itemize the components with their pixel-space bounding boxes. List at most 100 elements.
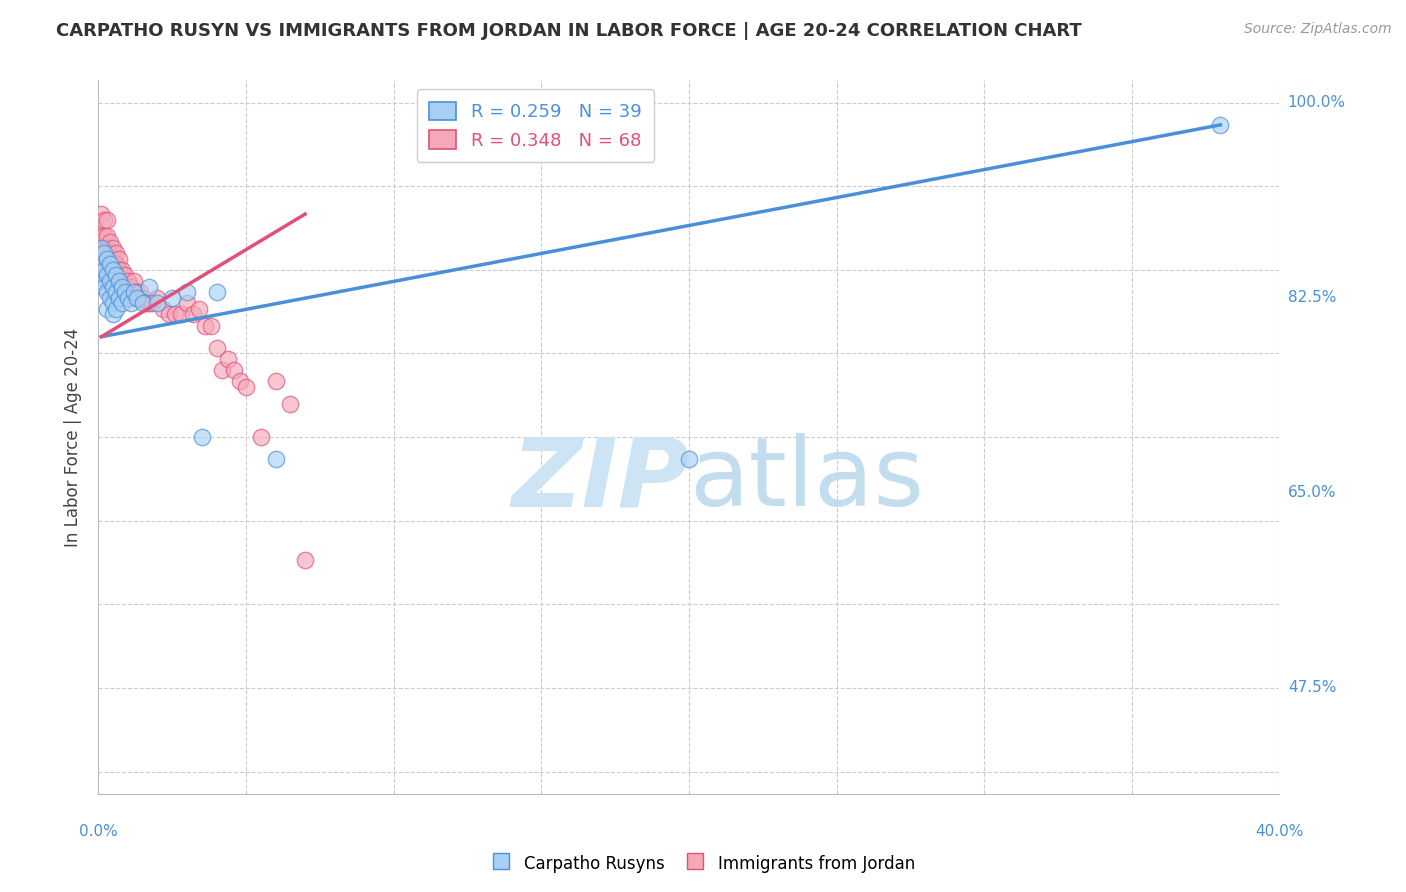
Point (117, 274, 139, 288)
Point (211, 363, 233, 377)
Point (105, 246, 128, 260)
Point (90, 257, 112, 271)
Point (90, 235, 112, 249)
Point (90, 207, 112, 221)
Point (114, 285, 136, 300)
Point (96, 268, 118, 283)
Point (103, 240, 125, 255)
Text: 82.5%: 82.5% (1288, 290, 1336, 305)
Point (103, 252, 125, 266)
Point (108, 291, 131, 305)
Point (176, 296, 198, 310)
Text: 47.5%: 47.5% (1288, 681, 1336, 696)
Point (96, 252, 118, 266)
Point (235, 380, 257, 394)
Point (224, 363, 246, 377)
Point (90, 229, 112, 244)
Point (105, 268, 128, 283)
Point (152, 301, 174, 316)
Point (93, 240, 115, 255)
Point (108, 274, 131, 288)
Point (96, 274, 118, 288)
Point (111, 291, 134, 305)
Point (114, 285, 136, 300)
Text: ZIP: ZIP (510, 434, 689, 526)
Point (181, 307, 204, 321)
Point (170, 307, 193, 321)
Point (108, 252, 131, 266)
Point (105, 301, 128, 316)
Point (98, 235, 121, 249)
Point (98, 268, 121, 283)
Point (96, 240, 118, 255)
Point (125, 285, 148, 300)
Point (117, 291, 139, 305)
Point (103, 296, 125, 310)
Point (205, 285, 228, 300)
Point (264, 375, 287, 389)
Point (138, 279, 160, 293)
Point (98, 291, 121, 305)
Point (108, 262, 131, 277)
Point (294, 553, 316, 567)
Legend: R = 0.259   N = 39, R = 0.348   N = 68: R = 0.259 N = 39, R = 0.348 N = 68 (416, 89, 654, 162)
Point (93, 279, 115, 293)
Point (103, 274, 125, 288)
Point (146, 296, 169, 310)
Point (217, 351, 239, 366)
Point (93, 246, 115, 260)
Point (111, 279, 134, 293)
Point (98, 257, 121, 271)
Text: Source: ZipAtlas.com: Source: ZipAtlas.com (1244, 22, 1392, 37)
Point (96, 229, 118, 244)
Point (678, 452, 700, 467)
Text: CARPATHO RUSYN VS IMMIGRANTS FROM JORDAN IN LABOR FORCE | AGE 20-24 CORRELATION : CARPATHO RUSYN VS IMMIGRANTS FROM JORDAN… (56, 22, 1083, 40)
Point (162, 291, 183, 305)
Point (103, 285, 125, 300)
Point (103, 262, 125, 277)
Point (93, 212, 115, 227)
Point (187, 301, 209, 316)
Point (191, 430, 214, 444)
Y-axis label: In Labor Force | Age 20-24: In Labor Force | Age 20-24 (65, 327, 83, 547)
Point (165, 307, 187, 321)
Point (157, 307, 180, 321)
Point (122, 291, 145, 305)
Point (111, 279, 134, 293)
Point (1209, 118, 1232, 132)
Text: 0.0%: 0.0% (79, 824, 118, 839)
Point (103, 279, 125, 293)
Point (90, 257, 112, 271)
Point (96, 301, 118, 316)
Point (194, 318, 217, 333)
Point (96, 285, 118, 300)
Legend: Carpatho Rusyns, Immigrants from Jordan: Carpatho Rusyns, Immigrants from Jordan (484, 847, 922, 880)
Point (96, 212, 118, 227)
Point (229, 375, 252, 389)
Point (205, 341, 228, 355)
Text: 100.0%: 100.0% (1288, 95, 1346, 110)
Text: 65.0%: 65.0% (1288, 485, 1336, 500)
Point (108, 285, 131, 300)
Point (98, 257, 121, 271)
Point (98, 274, 121, 288)
Point (250, 430, 273, 444)
Point (90, 246, 112, 260)
Point (117, 291, 139, 305)
Point (120, 296, 142, 310)
Point (105, 257, 128, 271)
Point (146, 291, 169, 305)
Point (96, 262, 118, 277)
Point (90, 274, 112, 288)
Point (135, 296, 157, 310)
Point (105, 285, 128, 300)
Text: 40.0%: 40.0% (1256, 824, 1303, 839)
Point (138, 296, 160, 310)
Point (98, 246, 121, 260)
Point (132, 296, 155, 310)
Point (176, 285, 198, 300)
Point (264, 452, 287, 467)
Text: atlas: atlas (689, 434, 924, 526)
Point (122, 285, 145, 300)
Point (96, 252, 118, 266)
